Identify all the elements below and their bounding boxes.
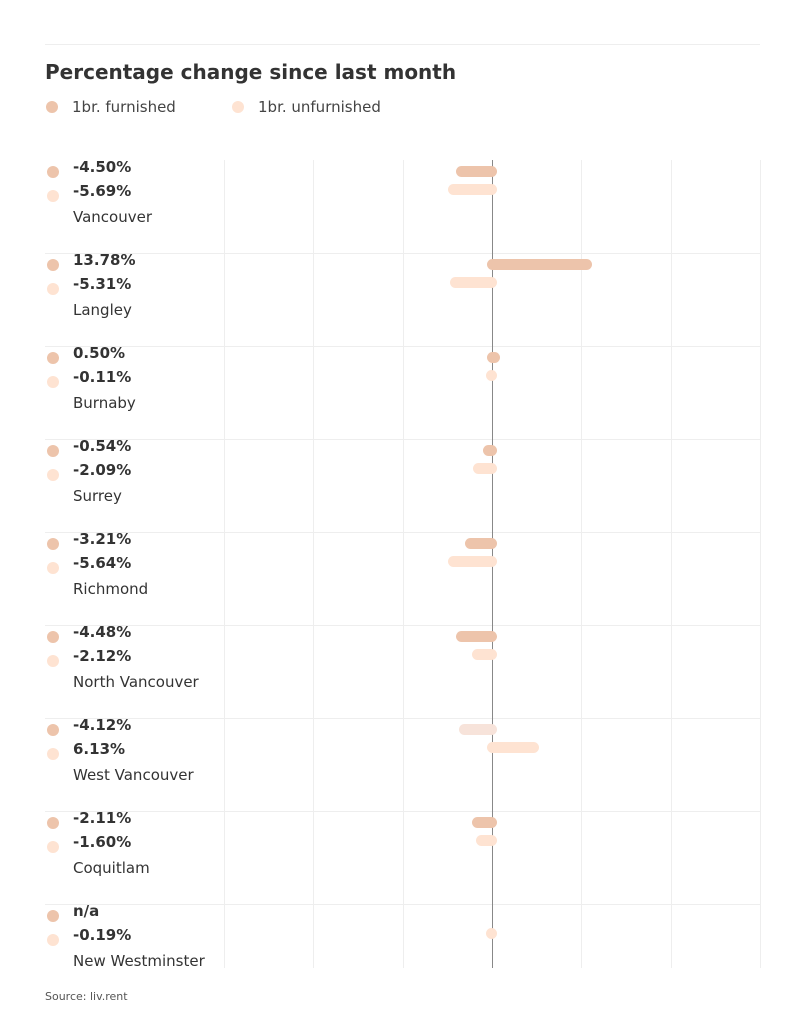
city-label: Burnaby xyxy=(73,394,136,412)
value-label: -5.69% xyxy=(73,182,132,200)
series-dot xyxy=(47,655,59,667)
gridline xyxy=(581,160,582,968)
city-label: Langley xyxy=(73,301,132,319)
series-dot xyxy=(47,538,59,550)
value-label: 0.50% xyxy=(73,344,126,362)
bar-furnished xyxy=(456,631,497,642)
table-row: -0.54% -2.09% Surrey xyxy=(45,437,760,532)
series-dot xyxy=(47,841,59,853)
city-label: North Vancouver xyxy=(73,673,199,691)
bar-unfurnished xyxy=(485,928,497,939)
city-label: New Westminster xyxy=(73,952,205,970)
value-label: -4.48% xyxy=(73,623,132,641)
value-label: -4.50% xyxy=(73,158,132,176)
value-label: -2.11% xyxy=(73,809,132,827)
value-label: -0.11% xyxy=(73,368,132,386)
value-label: -2.12% xyxy=(73,647,132,665)
legend-unfurnished: 1br. unfurnished xyxy=(232,98,381,116)
value-label: -0.19% xyxy=(73,926,132,944)
city-label: Richmond xyxy=(73,580,149,598)
table-row: -4.12% 6.13% West Vancouver xyxy=(45,716,760,811)
bar-unfurnished xyxy=(472,649,497,660)
value-label: -2.09% xyxy=(73,461,132,479)
legend-label: 1br. unfurnished xyxy=(258,98,381,116)
bar-furnished xyxy=(483,445,497,456)
bar-unfurnished xyxy=(450,277,497,288)
row-divider xyxy=(45,439,760,440)
table-row: -2.11% -1.60% Coquitlam xyxy=(45,809,760,904)
bar-unfurnished xyxy=(487,742,540,753)
series-dot xyxy=(47,166,59,178)
row-divider xyxy=(45,253,760,254)
series-dot xyxy=(47,910,59,922)
city-label: Coquitlam xyxy=(73,859,150,877)
value-label: -4.12% xyxy=(73,716,132,734)
bar-furnished xyxy=(472,817,497,828)
series-dot xyxy=(47,376,59,388)
legend-label: 1br. furnished xyxy=(72,98,176,116)
row-divider xyxy=(45,904,760,905)
bar-furnished xyxy=(458,724,497,735)
bar-unfurnished xyxy=(447,184,497,195)
bar-furnished xyxy=(464,538,497,549)
series-dot xyxy=(47,190,59,202)
bar-furnished xyxy=(455,166,497,177)
row-divider xyxy=(45,811,760,812)
series-dot xyxy=(47,748,59,760)
gridline xyxy=(313,160,314,968)
bar-unfurnished xyxy=(475,835,497,846)
series-dot xyxy=(47,445,59,457)
source-note: Source: liv.rent xyxy=(45,990,128,1003)
value-label: n/a xyxy=(73,902,100,920)
series-dot xyxy=(47,562,59,574)
table-row: 0.50% -0.11% Burnaby xyxy=(45,344,760,439)
gridline xyxy=(760,160,761,968)
gridline xyxy=(403,160,404,968)
table-row: -3.21% -5.64% Richmond xyxy=(45,530,760,625)
table-row: 13.78% -5.31% Langley xyxy=(45,251,760,346)
value-label: -1.60% xyxy=(73,833,132,851)
bar-furnished xyxy=(487,352,501,363)
bar-unfurnished xyxy=(472,463,497,474)
series-dot xyxy=(47,724,59,736)
series-dot xyxy=(47,817,59,829)
value-label: -0.54% xyxy=(73,437,132,455)
table-row: -4.50% -5.69% Vancouver xyxy=(45,158,760,253)
row-divider xyxy=(45,346,760,347)
series-dot xyxy=(47,283,59,295)
series-dot xyxy=(47,469,59,481)
value-label: 13.78% xyxy=(73,251,136,269)
city-label: Vancouver xyxy=(73,208,152,226)
table-row: -4.48% -2.12% North Vancouver xyxy=(45,623,760,718)
legend-dot xyxy=(46,101,58,113)
divider xyxy=(45,44,760,45)
city-label: Surrey xyxy=(73,487,122,505)
series-dot xyxy=(47,259,59,271)
value-label: -5.31% xyxy=(73,275,132,293)
value-label: -3.21% xyxy=(73,530,132,548)
series-dot xyxy=(47,934,59,946)
gridline xyxy=(671,160,672,968)
gridline xyxy=(224,160,225,968)
bar-unfurnished xyxy=(448,556,497,567)
legend-furnished: 1br. furnished xyxy=(46,98,176,116)
series-dot xyxy=(47,352,59,364)
row-divider xyxy=(45,625,760,626)
value-label: -5.64% xyxy=(73,554,132,572)
legend-dot xyxy=(232,101,244,113)
series-dot xyxy=(47,631,59,643)
bar-unfurnished xyxy=(486,370,497,381)
chart-title: Percentage change since last month xyxy=(45,60,457,84)
value-label: 6.13% xyxy=(73,740,126,758)
table-row: n/a -0.19% New Westminster xyxy=(45,902,760,997)
bar-furnished xyxy=(487,259,593,270)
city-label: West Vancouver xyxy=(73,766,194,784)
row-divider xyxy=(45,718,760,719)
row-divider xyxy=(45,532,760,533)
